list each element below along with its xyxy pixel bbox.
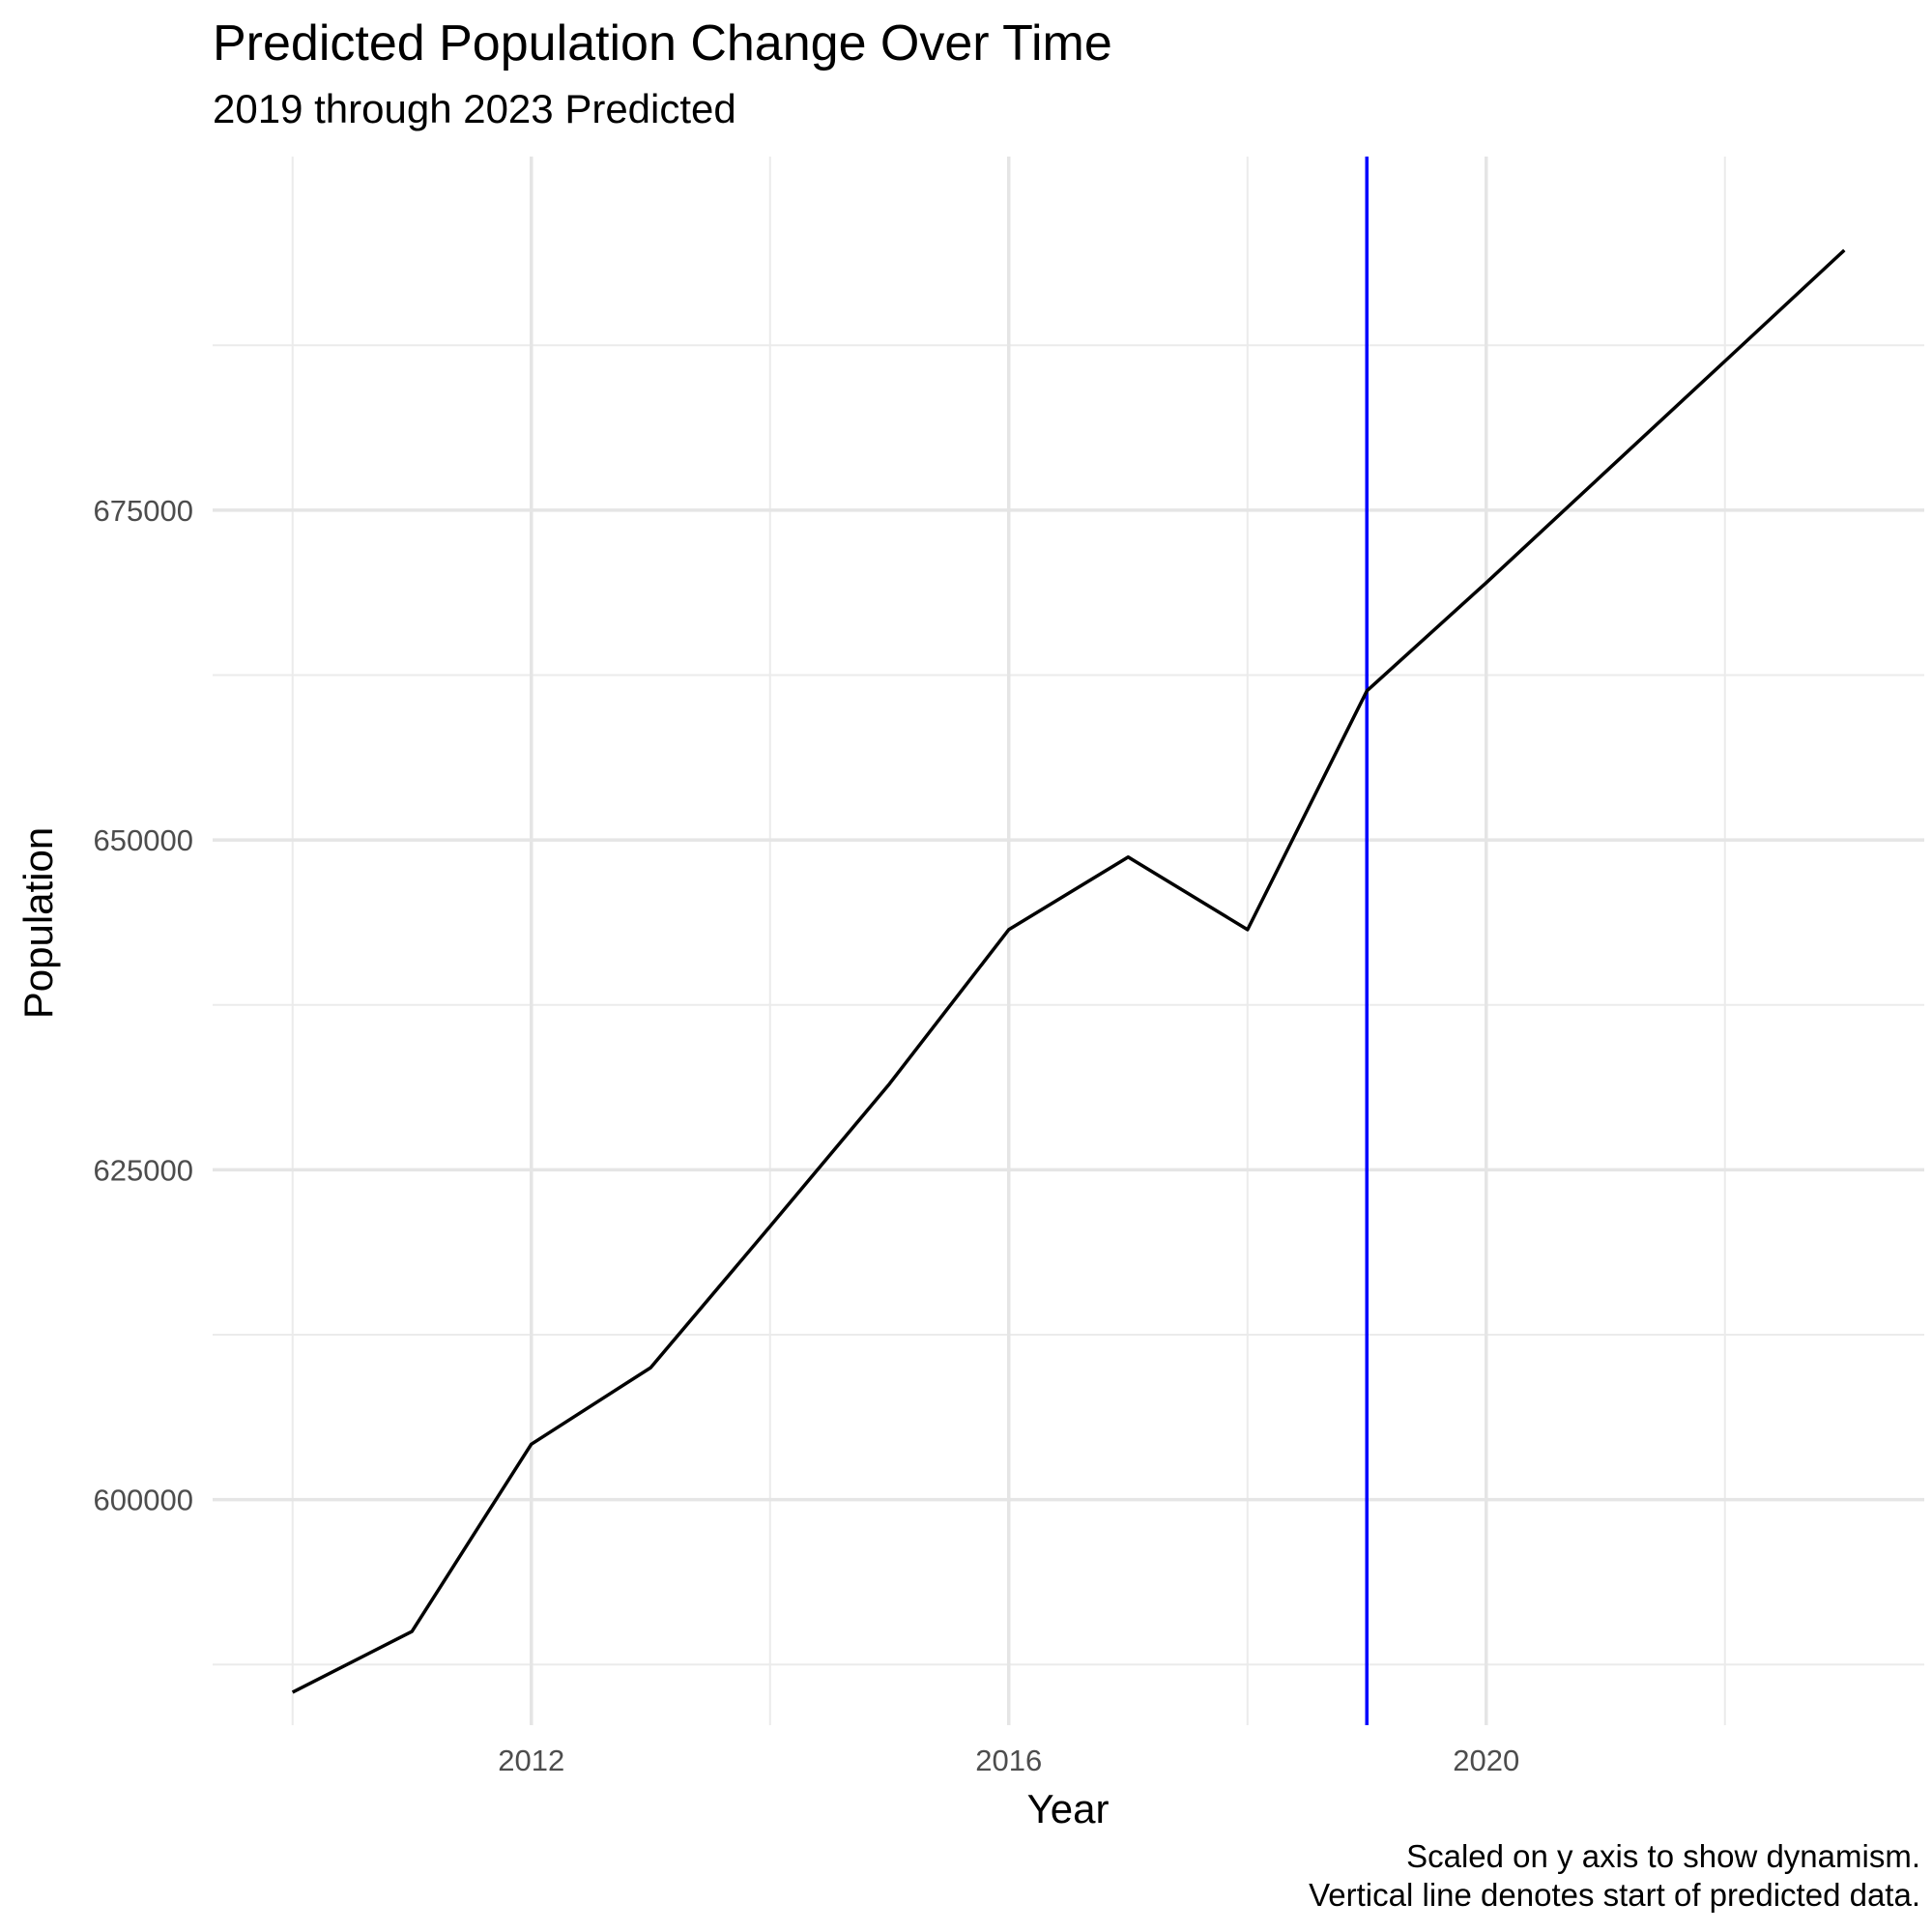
x-tick-label: 2012 <box>498 1744 564 1777</box>
y-tick-label: 625000 <box>94 1153 193 1187</box>
chart-caption: Scaled on y axis to show dynamism. Verti… <box>1309 1837 1920 1915</box>
y-axis-title: Population <box>15 827 61 1020</box>
x-axis-title: Year <box>1027 1786 1110 1831</box>
population-series-line <box>291 248 1846 1694</box>
caption-line: Scaled on y axis to show dynamism. <box>1406 1838 1920 1874</box>
series-layer <box>291 248 1846 1694</box>
chart-title: Predicted Population Change Over Time <box>213 15 1112 72</box>
y-axis-tick-labels: 600000 625000 650000 675000 <box>94 494 193 1517</box>
x-tick-label: 2016 <box>975 1744 1042 1777</box>
y-tick-label: 650000 <box>94 823 193 857</box>
caption-line: Vertical line denotes start of predicted… <box>1309 1877 1920 1913</box>
x-axis-tick-labels: 2012 2016 2020 <box>498 1744 1519 1777</box>
major-gridlines <box>213 157 1924 1725</box>
y-tick-label: 600000 <box>94 1484 193 1517</box>
y-tick-label: 675000 <box>94 494 193 528</box>
minor-gridlines <box>213 157 1924 1725</box>
x-tick-label: 2020 <box>1453 1744 1519 1777</box>
chart-subtitle: 2019 through 2023 Predicted <box>213 86 736 131</box>
